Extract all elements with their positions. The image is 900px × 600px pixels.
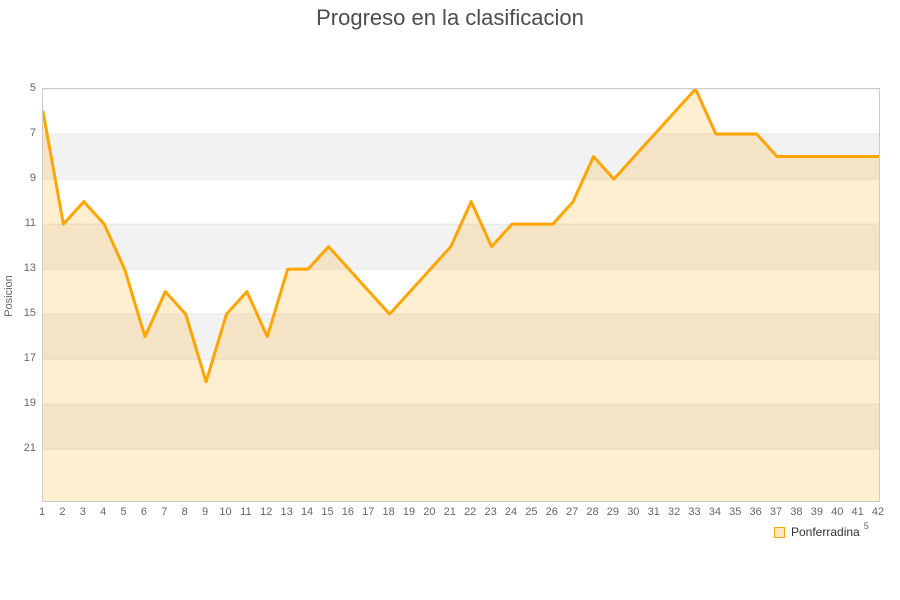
plot-band (43, 89, 879, 134)
x-tick-label: 9 (202, 506, 209, 518)
plot-band (43, 404, 879, 450)
plot-band (43, 134, 879, 179)
x-tick-label: 26 (545, 506, 558, 518)
legend-item-ponferradina[interactable]: Ponferradina 5 (774, 521, 869, 539)
x-tick-label: 14 (300, 506, 314, 518)
x-tick-label: 42 (871, 506, 885, 518)
x-tick-label: 34 (708, 506, 721, 518)
x-tick-label: 2 (59, 506, 66, 518)
x-tick-label: 19 (402, 506, 416, 518)
x-tick-label: 39 (810, 506, 823, 518)
x-tick-label: 32 (667, 506, 681, 518)
y-tick-label: 9 (29, 172, 36, 185)
x-tick-label: 15 (321, 506, 334, 518)
x-tick-label: 21 (443, 506, 456, 518)
legend-label: Ponferradina (791, 525, 860, 539)
x-tick-label: 33 (688, 506, 701, 518)
x-tick-label: 17 (362, 506, 375, 518)
plot-band (43, 179, 879, 225)
y-tick-label: 15 (23, 307, 36, 320)
plot-band (43, 314, 879, 360)
x-tick-label: 10 (219, 506, 232, 518)
y-tick-label: 5 (29, 82, 36, 94)
x-tick-label: 1 (38, 506, 46, 518)
x-tick-label: 31 (647, 506, 660, 518)
y-tick-label: 13 (23, 262, 36, 275)
x-tick-label: 7 (161, 506, 168, 518)
x-tick-label: 22 (464, 506, 477, 518)
x-tick-label: 4 (100, 506, 107, 518)
x-tick-label: 5 (120, 506, 127, 518)
legend-swatch-icon (774, 526, 785, 538)
x-tick-label: 27 (566, 506, 579, 518)
x-tick-label: 6 (140, 506, 147, 518)
series-area (43, 89, 879, 501)
x-tick-label: 28 (586, 506, 599, 518)
x-tick-label: 18 (382, 506, 395, 518)
plot-band (43, 359, 879, 405)
x-tick-label: 29 (606, 506, 620, 518)
x-tick-label: 37 (769, 506, 783, 518)
x-tick-label: 35 (729, 506, 742, 518)
plot-band (43, 449, 879, 501)
x-tick-label: 41 (851, 506, 864, 518)
x-tick-label: 11 (240, 506, 252, 518)
x-tick-label: 12 (260, 506, 273, 518)
x-tick-label: 3 (79, 506, 86, 518)
x-tick-label: 23 (484, 506, 497, 518)
x-tick-label: 36 (749, 506, 762, 518)
x-tick-label: 20 (423, 506, 436, 518)
plot-band (43, 224, 879, 270)
legend-superscript: 5 (863, 521, 869, 531)
y-tick-label: 19 (23, 397, 36, 410)
x-tick-label: 30 (627, 506, 640, 518)
y-tick-label: 11 (24, 217, 36, 230)
y-tick-label: 17 (23, 352, 36, 365)
y-tick-label: 7 (29, 127, 36, 140)
x-tick-label: 13 (280, 506, 293, 518)
plot-band (43, 269, 879, 315)
x-tick-label: 24 (504, 506, 518, 518)
x-tick-label: 16 (341, 506, 354, 518)
x-tick-label: 38 (790, 506, 803, 518)
series-line[interactable] (43, 89, 879, 384)
chart-canvas[interactable] (43, 89, 879, 501)
x-tick-label: 40 (831, 506, 844, 518)
x-tick-label: 8 (181, 506, 188, 518)
y-tick-label: 21 (23, 442, 36, 455)
chart-title: Progreso en la clasificacion (316, 5, 584, 30)
plot-area (42, 88, 880, 502)
x-tick-label: 25 (525, 506, 538, 518)
